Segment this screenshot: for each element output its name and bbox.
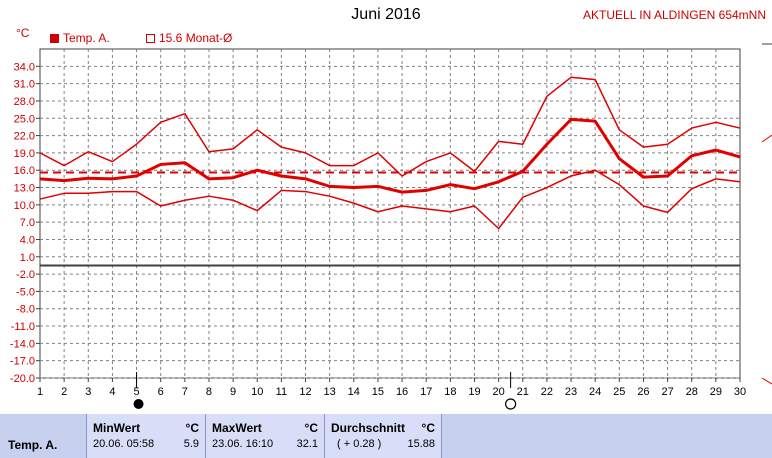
x-tick-label: 21 xyxy=(517,386,529,398)
temperature-chart: 34.031.028.025.022.019.016.013.010.07.04… xyxy=(10,43,772,410)
x-tick-label: 7 xyxy=(182,386,188,398)
series-line-temp-a xyxy=(39,117,741,194)
plot-area xyxy=(39,48,741,379)
full-moon-icon xyxy=(133,399,144,409)
min-value-cell: MinWert °C 20.06. 05:58 5.9 xyxy=(86,414,205,458)
chart-title: Juni 2016 xyxy=(351,6,421,23)
x-tick-label: 12 xyxy=(299,386,311,398)
new-moon-icon xyxy=(505,398,517,410)
x-tick-label: 17 xyxy=(420,386,432,398)
y-tick-label: 4.0 xyxy=(20,234,35,246)
x-tick-label: 20 xyxy=(492,386,504,398)
average-delta: ( + 0.28 ) xyxy=(337,438,382,450)
x-tick-label: 30 xyxy=(734,386,746,398)
min-time: 20.06. 05:58 xyxy=(93,438,155,450)
stats-empty-cell xyxy=(441,414,764,458)
max-value-cell: MaxWert °C 23.06. 16:10 32.1 xyxy=(205,414,324,458)
y-tick-label: 19.0 xyxy=(14,148,35,160)
min-value: 5.9 xyxy=(183,438,199,450)
y-tick-label: 10.0 xyxy=(14,200,35,212)
stats-footer: Temp. A. MinWert °C 20.06. 05:58 5.9 Max… xyxy=(0,414,772,458)
x-tick-label: 6 xyxy=(158,386,164,398)
series-line-max xyxy=(39,76,741,177)
min-header: MinWert xyxy=(93,421,141,435)
x-tick-label: 29 xyxy=(710,386,722,398)
y-tick-label: -11.0 xyxy=(11,321,35,333)
x-tick-label: 23 xyxy=(565,386,577,398)
x-tick-label: 24 xyxy=(589,386,601,398)
x-tick-label: 5 xyxy=(133,386,139,398)
y-tick-label: 13.0 xyxy=(14,183,35,195)
legend-temp-swatch xyxy=(50,33,59,43)
x-tick-label: 4 xyxy=(109,386,115,398)
x-tick-label: 27 xyxy=(661,386,673,398)
unit-label: °C xyxy=(16,26,30,40)
average-header: Durchschnitt xyxy=(331,421,406,435)
x-tick-label: 1 xyxy=(37,386,43,398)
y-tick-label: 16.0 xyxy=(14,165,35,177)
max-header: MaxWert xyxy=(212,421,262,435)
station-label: AKTUELL IN ALDINGEN 654mNN xyxy=(583,8,766,22)
y-tick-label: 1.0 xyxy=(20,252,35,264)
y-tick-label: 28.0 xyxy=(14,96,35,108)
x-tick-label: 2 xyxy=(61,386,67,398)
legend-temp: Temp. A. xyxy=(50,31,110,45)
min-unit: °C xyxy=(185,421,199,435)
x-tick-label: 19 xyxy=(468,386,480,398)
side-scale-mark xyxy=(761,377,772,385)
x-tick-label: 14 xyxy=(348,386,360,398)
x-tick-label: 25 xyxy=(613,386,625,398)
stats-row-label: Temp. A. xyxy=(8,438,58,452)
y-tick-label: -8.0 xyxy=(16,304,35,316)
x-tick-label: 13 xyxy=(324,386,336,398)
x-tick-label: 22 xyxy=(541,386,553,398)
side-scale-mark xyxy=(761,134,772,143)
x-tick-label: 26 xyxy=(637,386,649,398)
y-tick-label: 22.0 xyxy=(14,131,35,143)
average-cell: Durchschnitt °C ( + 0.28 ) 15.88 xyxy=(324,414,441,458)
y-tick-label: -5.0 xyxy=(16,286,35,298)
x-tick-label: 9 xyxy=(230,386,236,398)
y-tick-label: -20.0 xyxy=(10,373,35,385)
max-unit: °C xyxy=(304,421,318,435)
series-line-min xyxy=(39,169,741,230)
legend-average-swatch xyxy=(146,33,155,43)
x-tick-label: 15 xyxy=(372,386,384,398)
x-tick-label: 18 xyxy=(444,386,456,398)
y-tick-label: -17.0 xyxy=(10,356,35,368)
max-value: 32.1 xyxy=(296,438,318,450)
y-tick-label: -2.0 xyxy=(16,269,35,281)
legend-temp-label: Temp. A. xyxy=(63,31,110,45)
y-tick-label: 25.0 xyxy=(14,113,35,125)
y-tick-label: 34.0 xyxy=(14,61,35,73)
average-value: 15.88 xyxy=(407,438,435,450)
legend-average: 15.6 Monat-Ø xyxy=(146,31,232,45)
y-tick-label: 7.0 xyxy=(20,217,35,229)
legend-average-label: 15.6 Monat-Ø xyxy=(159,31,233,45)
x-tick-label: 10 xyxy=(251,386,263,398)
x-tick-label: 28 xyxy=(686,386,698,398)
x-tick-label: 11 xyxy=(276,386,287,398)
x-tick-label: 3 xyxy=(85,386,91,398)
y-tick-label: 31.0 xyxy=(14,79,35,91)
x-tick-label: 16 xyxy=(396,386,408,398)
average-unit: °C xyxy=(421,421,435,435)
x-tick-label: 8 xyxy=(206,386,212,398)
max-time: 23.06. 16:10 xyxy=(212,438,274,450)
y-tick-label: -14.0 xyxy=(10,338,35,350)
